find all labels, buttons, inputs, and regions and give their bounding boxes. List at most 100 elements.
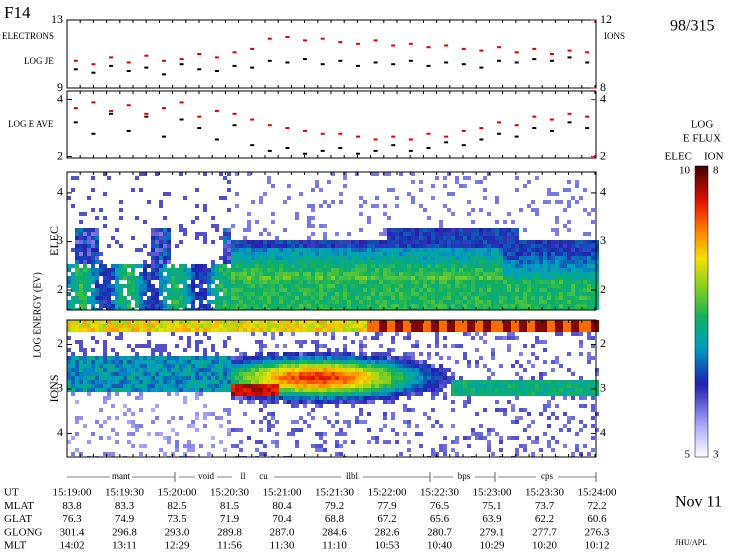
spectrogram-cell: [535, 260, 539, 264]
spectrogram-cell: [79, 328, 83, 332]
spectrogram-cell: [243, 268, 247, 272]
spectrogram-cell: [551, 260, 555, 264]
spectrogram-cell: [535, 340, 539, 344]
spectrogram-cell: [535, 176, 539, 180]
data-point: [374, 62, 378, 64]
spectrogram-cell: [419, 240, 423, 244]
spectrogram-cell: [475, 332, 479, 336]
spectrogram-cell: [151, 388, 155, 392]
spectrogram-cell: [527, 284, 531, 288]
spectrogram-cell: [523, 284, 527, 288]
spectrogram-cell: [247, 268, 251, 272]
spectrogram-cell: [363, 356, 367, 360]
spectrogram-cell: [131, 356, 135, 360]
spectrogram-cell: [391, 240, 395, 244]
spectrogram-cell: [431, 388, 435, 392]
spectrogram-cell: [463, 268, 467, 272]
spectrogram-cell: [95, 356, 99, 360]
spectrogram-cell: [255, 368, 259, 372]
spectrogram-cell: [511, 276, 515, 280]
spectrogram-cell: [435, 260, 439, 264]
data-point: [568, 50, 572, 52]
spectrogram-cell: [223, 372, 227, 376]
y-tick-label: 2: [57, 148, 63, 162]
spectrogram-cell: [83, 272, 87, 276]
spectrogram-cell: [291, 432, 295, 436]
spectrogram-cell: [467, 240, 471, 244]
spectrogram-cell: [251, 420, 255, 424]
spectrogram-cell: [131, 280, 135, 284]
spectrogram-cell: [347, 252, 351, 256]
spectrogram-cell: [287, 432, 291, 436]
spectrogram-cell: [479, 276, 483, 280]
spectrogram-cell: [399, 260, 403, 264]
spectrogram-cell: [483, 296, 487, 300]
spectrogram-cell: [443, 176, 447, 180]
spectrogram-cell: [339, 260, 343, 264]
spectrogram-cell: [491, 276, 495, 280]
spectrogram-cell: [83, 264, 87, 268]
spectrogram-cell: [367, 252, 371, 256]
spectrogram-cell: [359, 296, 363, 300]
spectrogram-cell: [175, 368, 179, 372]
spectrogram-cell: [315, 240, 319, 244]
spectrogram-cell: [207, 280, 211, 284]
spectrogram-cell: [275, 432, 279, 436]
spectrogram-cell: [411, 252, 415, 256]
spectrogram-cell: [199, 288, 203, 292]
spectrogram-cell: [327, 384, 331, 388]
spectrogram-cell: [307, 252, 311, 256]
spectrogram-cell: [459, 252, 463, 256]
spectrogram-cell: [179, 228, 183, 232]
spectrogram-cell: [279, 376, 283, 380]
spectrogram-cell: [567, 280, 571, 284]
spectrogram-cell: [227, 228, 231, 232]
spectrogram-cell: [355, 356, 359, 360]
spectrogram-cell: [147, 356, 151, 360]
spectrogram-cell: [235, 428, 239, 432]
spectrogram-cell: [251, 376, 255, 380]
spectrogram-cell: [411, 256, 415, 260]
spectrogram-cell: [67, 364, 71, 368]
spectrogram-cell: [467, 360, 471, 364]
spectrogram-cell: [355, 384, 359, 388]
spectrogram-cell: [155, 344, 159, 348]
spectrogram-cell: [507, 284, 511, 288]
spectrogram-cell: [367, 356, 371, 360]
spectrogram-cell: [491, 356, 495, 360]
spectrogram-cell: [543, 372, 547, 376]
spectrogram-cell: [155, 328, 159, 332]
spectrogram-cell: [219, 320, 223, 324]
spectrogram-cell: [87, 248, 91, 252]
spectrogram-cell: [295, 240, 299, 244]
spectrogram-cell: [459, 236, 463, 240]
spectrogram-cell: [463, 392, 467, 396]
spectrogram-cell: [343, 244, 347, 248]
spectrogram-cell: [583, 288, 587, 292]
spectrogram-cell: [319, 296, 323, 300]
spectrogram-cell: [443, 244, 447, 248]
spectrogram-cell: [451, 292, 455, 296]
spectrogram-cell: [331, 260, 335, 264]
spectrogram-cell: [307, 248, 311, 252]
spectrogram-cell: [211, 368, 215, 372]
spectrogram-cell: [427, 368, 431, 372]
spectrogram-cell: [375, 396, 379, 400]
spectrogram-cell: [379, 248, 383, 252]
spectrogram-cell: [227, 324, 231, 328]
spectrogram-cell: [459, 268, 463, 272]
spectrogram-cell: [531, 352, 535, 356]
spectrogram-cell: [247, 260, 251, 264]
spectrogram-cell: [295, 368, 299, 372]
spectrogram-cell: [471, 220, 475, 224]
spectrogram-cell: [439, 236, 443, 240]
data-point: [91, 63, 95, 65]
spectrogram-cell: [339, 284, 343, 288]
spectrogram-cell: [431, 320, 435, 324]
spectrogram-cell: [467, 384, 471, 388]
spectrogram-cell: [355, 288, 359, 292]
spectrogram-cell: [519, 272, 523, 276]
spectrogram-cell: [339, 252, 343, 256]
spectrogram-cell: [235, 348, 239, 352]
spectrogram-cell: [559, 272, 563, 276]
